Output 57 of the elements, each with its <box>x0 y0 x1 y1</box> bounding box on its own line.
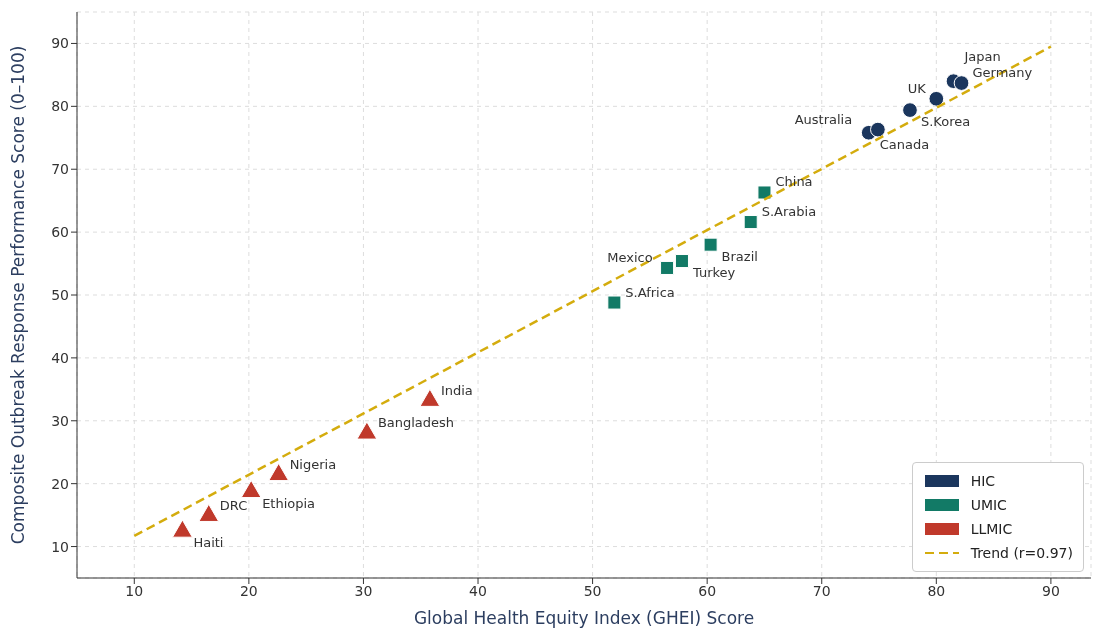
point <box>419 388 441 407</box>
y-tick-label: 20 <box>51 475 69 492</box>
annotation: Canada <box>879 136 930 152</box>
y-tick-label: 10 <box>51 538 69 555</box>
annotation: Bangladesh <box>377 415 455 431</box>
x-tick-label: 10 <box>125 582 144 599</box>
annotation: Nigeria <box>289 456 337 472</box>
x-tick-label: 80 <box>927 582 946 599</box>
annotation: Australia <box>794 111 853 127</box>
y-tick-label: 60 <box>51 224 69 241</box>
annotation: S.Korea <box>920 114 971 130</box>
annotation: S.Africa <box>625 284 675 300</box>
point <box>953 75 970 91</box>
y-tick-label: 70 <box>51 161 69 178</box>
x-tick-label: 40 <box>469 582 487 599</box>
legend-label: UMIC <box>970 497 1007 513</box>
point <box>928 90 945 107</box>
y-tick-label: 40 <box>51 349 69 366</box>
x-tick-label: 20 <box>239 582 258 599</box>
annotation: Brazil <box>721 248 758 264</box>
point <box>660 260 675 275</box>
y-axis-title: Composite Outbreak Response Performance Score (0–100) <box>8 45 29 545</box>
annotation: S.Arabia <box>761 204 817 220</box>
x-tick-label: 60 <box>698 582 717 599</box>
y-tick-label: 80 <box>51 98 69 115</box>
annotation: Germany <box>972 65 1033 81</box>
point <box>607 295 622 310</box>
y-tick-label: 90 <box>51 35 69 52</box>
x-tick-label: 50 <box>583 582 602 599</box>
y-tick-label: 30 <box>51 412 69 429</box>
point <box>757 185 772 200</box>
point <box>172 519 193 538</box>
point <box>674 254 689 269</box>
legend-label: Trend (r=0.97) <box>970 545 1073 561</box>
legend-label: HIC <box>970 473 996 489</box>
x-tick-label: 70 <box>812 582 831 599</box>
annotation: Mexico <box>607 249 653 265</box>
point <box>356 421 378 440</box>
point <box>870 121 886 138</box>
annotation: Ethiopia <box>262 495 316 511</box>
point <box>703 237 718 252</box>
annotation: Japan <box>963 49 1001 65</box>
legend-label: LLMIC <box>970 521 1013 537</box>
annotation: DRC <box>219 497 248 513</box>
annotation: Haiti <box>193 535 224 551</box>
point <box>902 102 918 118</box>
annotation: Turkey <box>691 265 736 281</box>
y-tick-label: 50 <box>51 286 69 303</box>
x-axis-title: Global Health Equity Index (GHEI) Score <box>413 608 755 628</box>
annotation: UK <box>907 80 927 96</box>
annotation: India <box>440 382 473 398</box>
x-tick-label: 90 <box>1041 582 1060 599</box>
point <box>240 479 262 499</box>
point <box>268 462 290 482</box>
point <box>198 503 220 522</box>
point <box>743 215 758 230</box>
x-tick-label: 30 <box>354 582 373 599</box>
